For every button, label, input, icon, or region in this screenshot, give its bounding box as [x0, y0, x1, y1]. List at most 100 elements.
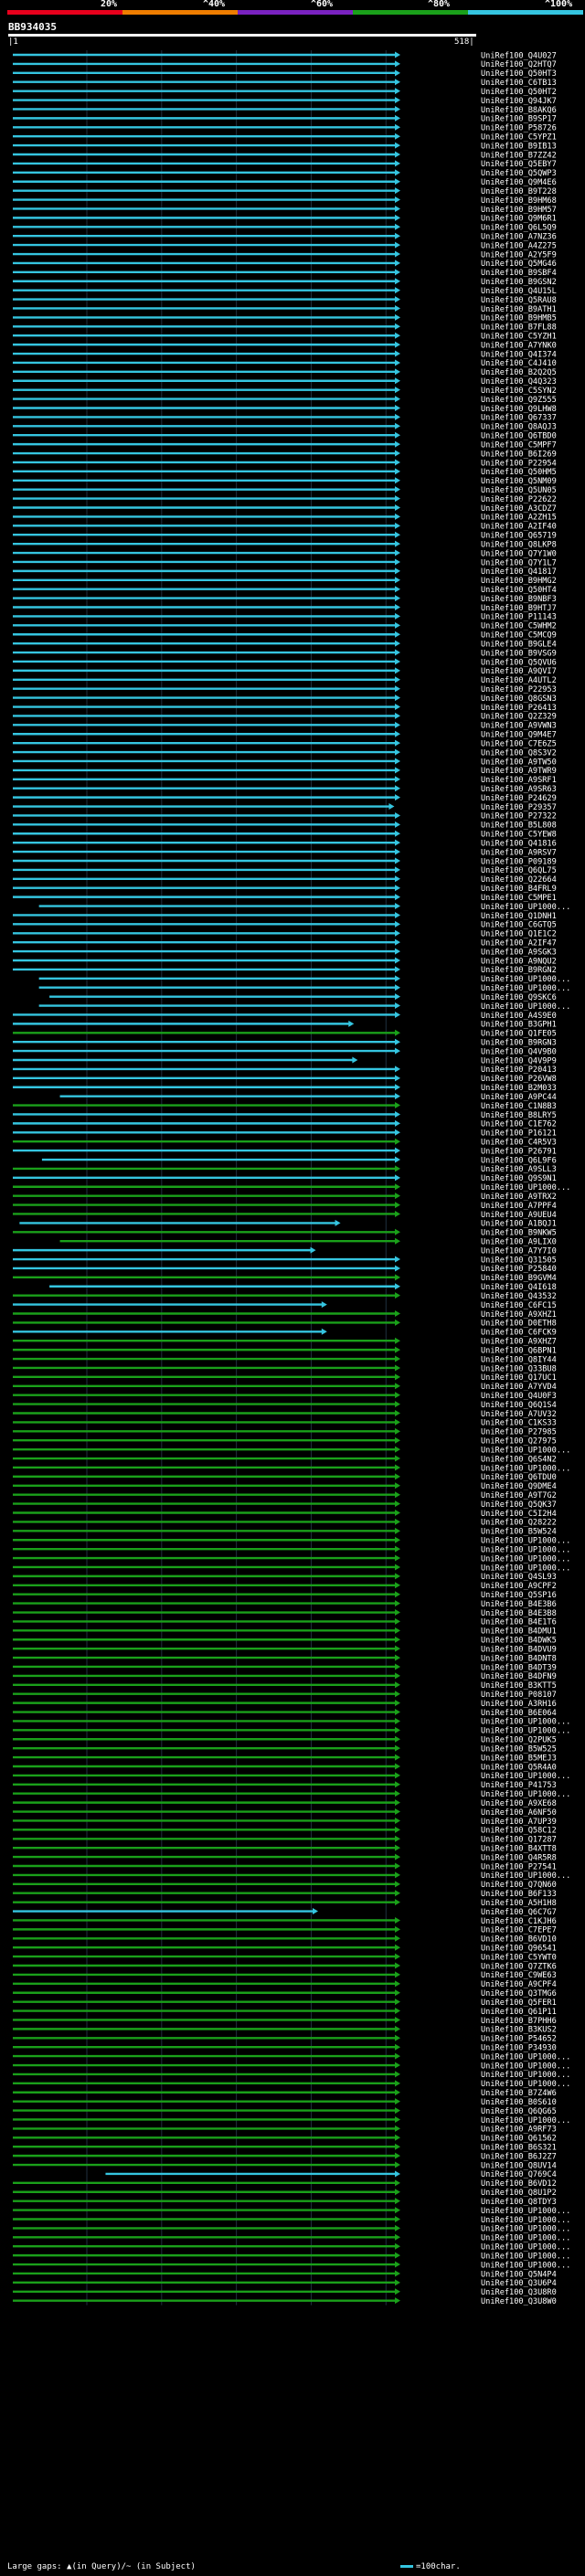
hit-label[interactable]: UniRef100_B3KUS2 [481, 2026, 557, 2035]
hit-label[interactable]: UniRef100_B9ATH1 [481, 305, 557, 314]
hit-label[interactable]: UniRef100_UP1000... [481, 1464, 570, 1473]
hit-label[interactable]: UniRef100_C9WE63 [481, 1971, 557, 1980]
hit-label[interactable]: UniRef100_C1E762 [481, 1120, 557, 1129]
hit-label[interactable]: UniRef100_B9HMG2 [481, 577, 557, 586]
hit-label[interactable]: UniRef100_Q58C12 [481, 1827, 557, 1836]
hit-label[interactable]: UniRef100_Q17287 [481, 1836, 557, 1845]
hit-label[interactable]: UniRef100_P25840 [481, 1265, 557, 1274]
hit-label[interactable]: UniRef100_Q8LKP8 [481, 540, 557, 549]
hit-label[interactable]: UniRef100_A9PC44 [481, 1093, 557, 1102]
hit-label[interactable]: UniRef100_B9T228 [481, 187, 557, 196]
hit-label[interactable]: UniRef100_A7UV32 [481, 1410, 557, 1419]
hit-label[interactable]: UniRef100_C5YWT0 [481, 1953, 557, 1962]
hit-label[interactable]: UniRef100_UP1000... [481, 1727, 570, 1736]
hit-label[interactable]: UniRef100_Q4U027 [481, 51, 557, 60]
hit-label[interactable]: UniRef100_B8AKQ6 [481, 106, 557, 115]
hit-label[interactable]: UniRef100_C6FC15 [481, 1301, 557, 1310]
hit-label[interactable]: UniRef100_Q5R4A0 [481, 1763, 557, 1772]
hit-label[interactable]: UniRef100_Q27975 [481, 1437, 557, 1447]
hit-label[interactable]: UniRef100_B5W524 [481, 1528, 557, 1537]
hit-label[interactable]: UniRef100_A6NF50 [481, 1808, 557, 1818]
hit-label[interactable]: UniRef100_Q8U1P2 [481, 2189, 557, 2198]
hit-label[interactable]: UniRef100_A2ZH15 [481, 514, 557, 523]
hit-label[interactable]: UniRef100_A9SRF1 [481, 776, 557, 785]
hit-label[interactable]: UniRef100_UP1000... [481, 2080, 570, 2089]
hit-label[interactable]: UniRef100_C1KS33 [481, 1419, 557, 1428]
hit-label[interactable]: UniRef100_Q7ZTK6 [481, 1962, 557, 1971]
hit-label[interactable]: UniRef100_A9SLL3 [481, 1165, 557, 1174]
hit-label[interactable]: UniRef100_A7PPF4 [481, 1202, 557, 1211]
hit-label[interactable]: UniRef100_UP1000... [481, 1002, 570, 1012]
hit-label[interactable]: UniRef100_B4DT39 [481, 1663, 557, 1672]
hit-label[interactable]: UniRef100_Q2PUK5 [481, 1736, 557, 1745]
hit-label[interactable]: UniRef100_Q28222 [481, 1519, 557, 1528]
hit-label[interactable]: UniRef100_P27322 [481, 812, 557, 822]
hit-label[interactable]: UniRef100_UP1000... [481, 2062, 570, 2071]
hit-label[interactable]: UniRef100_B4E3B6 [481, 1600, 557, 1609]
hit-label[interactable]: UniRef100_C5MPF7 [481, 440, 557, 450]
hit-label[interactable]: UniRef100_C4R5V3 [481, 1139, 557, 1148]
hit-label[interactable]: UniRef100_B4XTT8 [481, 1844, 557, 1853]
hit-label[interactable]: UniRef100_P08107 [481, 1691, 557, 1700]
hit-label[interactable]: UniRef100_B7FL88 [481, 323, 557, 333]
hit-label[interactable]: UniRef100_C7EPE7 [481, 1926, 557, 1935]
hit-label[interactable]: UniRef100_Q6L5Q9 [481, 224, 557, 233]
hit-label[interactable]: UniRef100_A9XHZ7 [481, 1338, 557, 1347]
hit-label[interactable]: UniRef100_Q8AQJ3 [481, 423, 557, 432]
hit-label[interactable]: UniRef100_Q2Z329 [481, 713, 557, 722]
hit-label[interactable]: UniRef100_Q6BPN1 [481, 1346, 557, 1355]
hit-label[interactable]: UniRef100_B9RGN2 [481, 966, 557, 975]
hit-label[interactable]: UniRef100_B9HM68 [481, 196, 557, 206]
hit-label[interactable]: UniRef100_Q50HM5 [481, 468, 557, 477]
hit-label[interactable]: UniRef100_P26VW8 [481, 1075, 557, 1084]
hit-label[interactable]: UniRef100_A1BQJ1 [481, 1220, 557, 1229]
hit-label[interactable]: UniRef100_UP1000... [481, 1790, 570, 1799]
hit-label[interactable]: UniRef100_Q5SP16 [481, 1591, 557, 1600]
hit-label[interactable]: UniRef100_Q8TDY3 [481, 2198, 557, 2207]
hit-label[interactable]: UniRef100_Q5QVU6 [481, 658, 557, 667]
hit-label[interactable]: UniRef100_UP1000... [481, 975, 570, 984]
hit-label[interactable]: UniRef100_A2IF47 [481, 938, 557, 948]
hit-label[interactable]: UniRef100_UP1000... [481, 1772, 570, 1781]
hit-label[interactable]: UniRef100_B5W525 [481, 1744, 557, 1754]
hit-label[interactable]: UniRef100_Q9LHW8 [481, 405, 557, 414]
hit-label[interactable]: UniRef100_A9XE68 [481, 1799, 557, 1808]
hit-label[interactable]: UniRef100_B9SP17 [481, 115, 557, 124]
hit-label[interactable]: UniRef100_C6TB13 [481, 79, 557, 88]
hit-label[interactable]: UniRef100_Q6TDU0 [481, 1473, 557, 1482]
hit-label[interactable]: UniRef100_B9HTJ7 [481, 604, 557, 613]
hit-label[interactable]: UniRef100_A7NZ36 [481, 233, 557, 242]
hit-label[interactable]: UniRef100_Q4V9P9 [481, 1056, 557, 1065]
hit-label[interactable]: UniRef100_Q4U15L [481, 287, 557, 296]
hit-label[interactable]: UniRef100_UP1000... [481, 1871, 570, 1881]
hit-label[interactable]: UniRef100_A9VWN3 [481, 722, 557, 731]
hit-label[interactable]: UniRef100_Q2HTQ7 [481, 60, 557, 69]
hit-label[interactable]: UniRef100_Q8S3V2 [481, 748, 557, 758]
hit-label[interactable]: UniRef100_Q5NM09 [481, 477, 557, 486]
hit-label[interactable]: UniRef100_B9NBF3 [481, 595, 557, 604]
hit-label[interactable]: UniRef100_Q9SKC6 [481, 993, 557, 1002]
hit-label[interactable]: UniRef100_UP1000... [481, 1718, 570, 1727]
hit-label[interactable]: UniRef100_UP1000... [481, 2071, 570, 2080]
hit-label[interactable]: UniRef100_UP1000... [481, 2252, 570, 2261]
hit-label[interactable]: UniRef100_B9VSG9 [481, 649, 557, 658]
hit-label[interactable]: UniRef100_Q9DME4 [481, 1482, 557, 1491]
hit-label[interactable]: UniRef100_B4DWK5 [481, 1637, 557, 1646]
hit-label[interactable]: UniRef100_B6VD12 [481, 2179, 557, 2189]
hit-label[interactable]: UniRef100_A2IF40 [481, 523, 557, 532]
hit-label[interactable]: UniRef100_Q4V9B0 [481, 1047, 557, 1056]
hit-label[interactable]: UniRef100_B6S321 [481, 2144, 557, 2153]
hit-label[interactable]: UniRef100_B9GVM4 [481, 1274, 557, 1283]
hit-label[interactable]: UniRef100_Q4U0F3 [481, 1392, 557, 1401]
hit-label[interactable]: UniRef100_Q5FER1 [481, 1998, 557, 2008]
hit-label[interactable]: UniRef100_B5L808 [481, 822, 557, 831]
hit-label[interactable]: UniRef100_B7ZZ42 [481, 151, 557, 160]
hit-label[interactable]: UniRef100_Q94JK7 [481, 97, 557, 106]
hit-label[interactable]: UniRef100_P11143 [481, 613, 557, 622]
hit-label[interactable]: UniRef100_Q50HT4 [481, 586, 557, 595]
hit-label[interactable]: UniRef100_B9IB13 [481, 142, 557, 151]
hit-label[interactable]: UniRef100_Q17UC1 [481, 1373, 557, 1383]
hit-label[interactable]: UniRef100_A7YVD4 [481, 1383, 557, 1392]
hit-label[interactable]: UniRef100_P24629 [481, 794, 557, 803]
hit-label[interactable]: UniRef100_A9RSV7 [481, 848, 557, 857]
